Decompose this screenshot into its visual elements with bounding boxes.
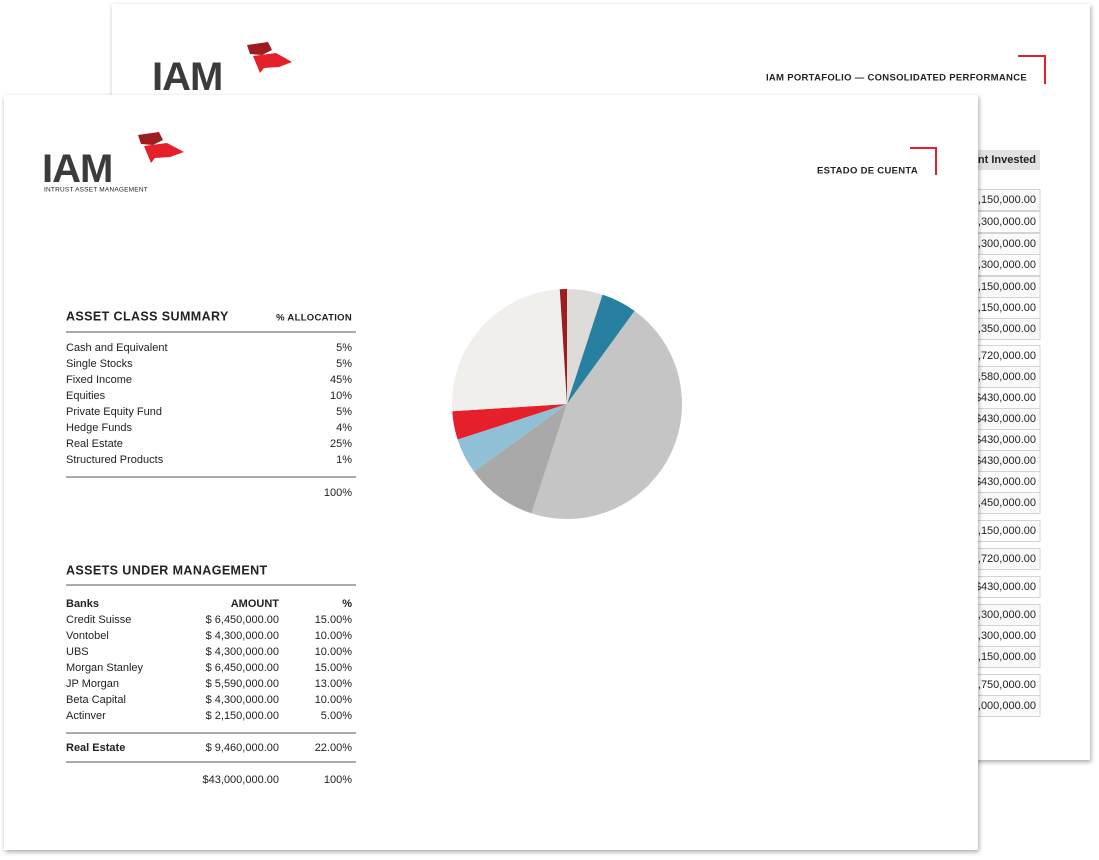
bank-name: Beta Capital <box>66 694 126 706</box>
table-value: 8,000,000.00 <box>972 700 1036 712</box>
table-value: $430,000.00 <box>975 434 1036 446</box>
asset-name: Equities <box>66 390 106 402</box>
asset-name: Hedge Funds <box>66 422 133 434</box>
table-value: 1,720,000.00 <box>972 350 1036 362</box>
logo-flags <box>247 42 292 73</box>
table-value: $430,000.00 <box>975 455 1036 467</box>
corner-mark <box>910 147 937 175</box>
asset-percent: 25% <box>330 438 352 450</box>
bank-name: Credit Suisse <box>66 614 131 626</box>
pie-slice <box>567 294 635 404</box>
bank-percent: 10.00% <box>315 694 353 706</box>
header: ESTADO DE CUENTA <box>817 166 918 177</box>
bank-percent: 15.00% <box>315 614 353 626</box>
subtotal-amount: $ 9,460,000.00 <box>206 742 279 754</box>
pie-slice <box>567 289 603 404</box>
table-value: 4,300,000.00 <box>972 609 1036 621</box>
header: IAM PORTAFOLIO — CONSOLIDATED PERFORMANC… <box>766 73 1027 84</box>
column-header: % <box>342 598 352 610</box>
bank-percent: 10.00% <box>315 646 353 658</box>
table-header: nt Invested <box>978 154 1036 166</box>
corner-mark <box>1018 55 1046 84</box>
aum-title: ASSETS UNDER MANAGEMENT <box>66 563 268 577</box>
column-header: Banks <box>66 598 99 610</box>
asset-name: Structured Products <box>66 454 164 466</box>
table-value: 4,300,000.00 <box>972 259 1036 271</box>
bank-name: JP Morgan <box>66 678 119 690</box>
bank-percent: 15.00% <box>315 662 353 674</box>
pie-slice <box>473 404 567 514</box>
bank-amount: $ 4,300,000.00 <box>206 630 279 642</box>
front-page: IAM INTRUST ASSET MANAGEMENT ESTADO DE C… <box>4 95 978 850</box>
table-value: 2,150,000.00 <box>972 281 1036 293</box>
total-amount: $43,000,000.00 <box>203 774 279 786</box>
subtotal-percent: 22.00% <box>315 742 353 754</box>
asset-total: 100% <box>324 487 352 499</box>
bank-percent: 10.00% <box>315 630 353 642</box>
table-value: $430,000.00 <box>975 413 1036 425</box>
table-value: 2,150,000.00 <box>972 194 1036 206</box>
table-value: 0,750,000.00 <box>972 679 1036 691</box>
total-percent: 100% <box>324 774 352 786</box>
logo: IAM <box>152 55 222 99</box>
pie-slice <box>457 404 567 472</box>
table-value: 9,350,000.00 <box>972 323 1036 335</box>
asset-percent: 4% <box>336 422 352 434</box>
asset-name: Fixed Income <box>66 374 132 386</box>
asset-name: Cash and Equivalent <box>66 342 168 354</box>
asset-percent: 1% <box>336 454 352 466</box>
table-value: 2,580,000.00 <box>972 371 1036 383</box>
bank-name: Vontobel <box>66 630 109 642</box>
bank-percent: 5.00% <box>321 710 352 722</box>
asset-percent: 5% <box>336 342 352 354</box>
asset-title: ASSET CLASS SUMMARY <box>66 309 229 323</box>
table-value: 4,300,000.00 <box>972 238 1036 250</box>
pie-slice <box>452 404 567 440</box>
table-header-bg <box>968 150 1040 170</box>
bank-amount: $ 5,590,000.00 <box>206 678 279 690</box>
asset-value-header: % ALLOCATION <box>276 313 352 324</box>
table-value: 2,150,000.00 <box>972 525 1036 537</box>
pie-slice <box>559 289 567 404</box>
table-value: $430,000.00 <box>975 581 1036 593</box>
asset-percent: 10% <box>330 390 352 402</box>
bank-amount: $ 4,300,000.00 <box>206 646 279 658</box>
bank-name: Actinver <box>66 710 106 722</box>
asset-percent: 5% <box>336 358 352 370</box>
logo: IAM <box>42 147 112 191</box>
asset-percent: 5% <box>336 406 352 418</box>
table-value: 4,300,000.00 <box>972 630 1036 642</box>
bank-amount: $ 4,300,000.00 <box>206 694 279 706</box>
asset-name: Single Stocks <box>66 358 133 370</box>
bank-name: UBS <box>66 646 89 658</box>
table-value: 4,300,000.00 <box>972 216 1036 228</box>
pie-slice <box>452 289 567 412</box>
column-header: AMOUNT <box>231 598 280 610</box>
logo-subtitle: INTRUST ASSET MANAGEMENT <box>44 187 148 194</box>
table-value: 2,150,000.00 <box>972 651 1036 663</box>
bank-amount: $ 6,450,000.00 <box>206 662 279 674</box>
bank-name: Morgan Stanley <box>66 662 144 674</box>
asset-name: Private Equity Fund <box>66 406 162 418</box>
table-value: $430,000.00 <box>975 476 1036 488</box>
table-value: $430,000.00 <box>975 392 1036 404</box>
asset-percent: 45% <box>330 374 352 386</box>
subtotal-label: Real Estate <box>66 742 125 754</box>
asset-name: Real Estate <box>66 438 123 450</box>
table-value: 1,720,000.00 <box>972 553 1036 565</box>
pie-slice <box>531 310 682 519</box>
bank-amount: $ 6,450,000.00 <box>206 614 279 626</box>
table-value: 2,150,000.00 <box>972 302 1036 314</box>
bank-percent: 13.00% <box>315 678 353 690</box>
bank-amount: $ 2,150,000.00 <box>206 710 279 722</box>
logo-flags <box>138 132 184 163</box>
table-value: 6,450,000.00 <box>972 497 1036 509</box>
